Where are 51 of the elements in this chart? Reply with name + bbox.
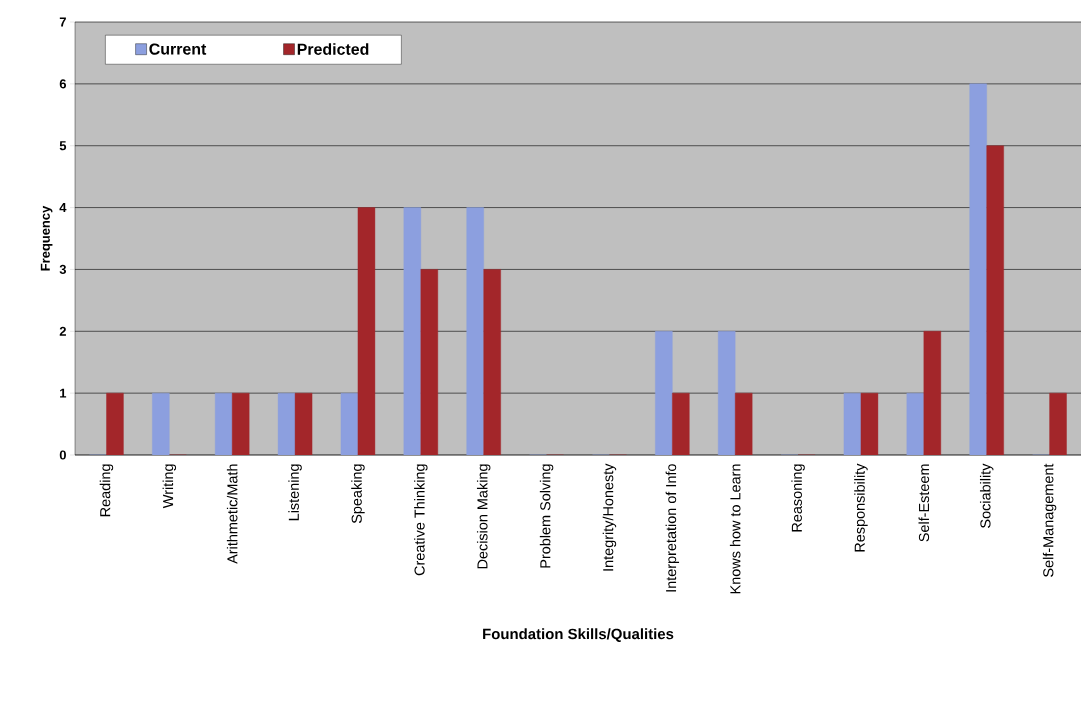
x-tick-label: Reading bbox=[99, 464, 114, 517]
bar bbox=[294, 392, 313, 455]
x-tick-label: Sociability bbox=[979, 463, 994, 528]
x-tick-label: Decision Making bbox=[476, 464, 491, 569]
bar bbox=[483, 269, 501, 455]
legend-label: Predicted bbox=[297, 43, 369, 55]
x-tick-label: Creative Thinking bbox=[414, 464, 428, 576]
bar bbox=[466, 207, 484, 455]
bar bbox=[403, 207, 422, 455]
x-tick-label: Problem Solving bbox=[539, 464, 554, 568]
x-tick-label: Self-Management bbox=[1042, 463, 1057, 577]
x-tick-label: Writing bbox=[162, 464, 177, 509]
bar bbox=[734, 392, 753, 455]
y-tick-label: 7 bbox=[59, 17, 66, 27]
x-tick-label: Listening bbox=[288, 464, 302, 521]
bar bbox=[923, 331, 942, 455]
x-tick-label: Responsibility bbox=[854, 463, 868, 552]
bar bbox=[1049, 392, 1067, 455]
y-tick-label: 1 bbox=[60, 388, 67, 398]
bar bbox=[106, 392, 124, 455]
bar bbox=[340, 392, 359, 455]
bar bbox=[906, 392, 925, 455]
bar bbox=[655, 331, 673, 455]
bar bbox=[277, 392, 296, 455]
x-tick-label: Integrity/Honesty bbox=[602, 463, 617, 571]
y-axis-title: Frequency bbox=[40, 205, 53, 271]
bar bbox=[986, 145, 1004, 455]
y-tick-label: 4 bbox=[59, 203, 67, 213]
legend-label: Current bbox=[149, 43, 207, 55]
x-tick-label: Knows how to Learn bbox=[729, 464, 741, 594]
bar bbox=[357, 207, 376, 455]
y-tick-label: 3 bbox=[59, 264, 67, 275]
y-tick-label: 6 bbox=[59, 79, 67, 89]
bar bbox=[231, 392, 250, 455]
x-tick-label: Reasoning bbox=[791, 464, 805, 532]
x-tick-label: Speaking bbox=[351, 464, 365, 524]
bar bbox=[717, 331, 736, 455]
bar bbox=[969, 83, 987, 455]
x-tick-label: Self-Esteem bbox=[918, 464, 930, 542]
x-tick-label: Arithmetic/Math bbox=[226, 464, 238, 564]
bar bbox=[860, 392, 879, 455]
x-tick-label: Interpretation of Info bbox=[665, 464, 680, 592]
y-tick-label: 2 bbox=[59, 326, 66, 336]
y-tick-label: 5 bbox=[59, 141, 67, 151]
bar bbox=[152, 392, 170, 455]
bar bbox=[672, 392, 690, 455]
y-tick-label: 0 bbox=[59, 450, 66, 460]
x-axis-title: Foundation Skills/Qualities bbox=[483, 628, 674, 643]
bar bbox=[843, 392, 862, 455]
bar bbox=[214, 392, 233, 455]
bar bbox=[420, 269, 439, 455]
